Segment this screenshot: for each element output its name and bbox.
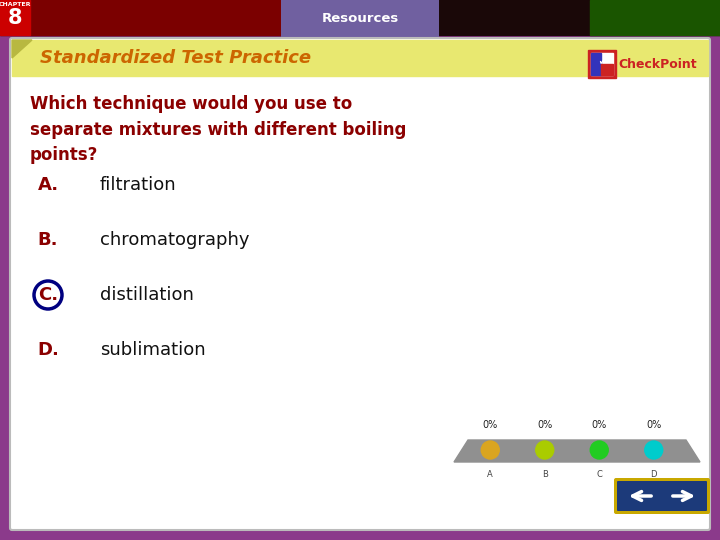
Circle shape [590,441,608,459]
Text: CheckPoint: CheckPoint [618,57,697,71]
Circle shape [536,441,554,459]
Bar [30,0,350,35]
Text: Which technique would you use to
separate mixtures with different boiling
points: Which technique would you use to separat… [30,95,406,164]
Text: C.: C. [38,286,58,304]
Circle shape [644,441,662,459]
FancyBboxPatch shape [614,478,710,514]
Circle shape [481,441,499,459]
Polygon shape [454,440,700,462]
Text: 0%: 0% [482,420,498,430]
Text: A: A [487,470,493,479]
Bar [591,53,613,75]
Text: 0%: 0% [646,420,662,430]
Text: CHAPTER: CHAPTER [0,2,31,7]
Text: 0%: 0% [537,420,552,430]
Bar [588,50,616,78]
Polygon shape [12,40,32,58]
Bar [0,0,720,35]
Text: D.: D. [37,341,59,359]
Bar [601,64,613,75]
Text: C: C [596,470,602,479]
Text: Resources: Resources [321,11,399,24]
Bar [12,40,708,76]
Text: sublimation: sublimation [100,341,206,359]
FancyBboxPatch shape [281,0,439,46]
Bar [590,0,720,35]
Text: B: B [542,470,548,479]
Text: chromatography: chromatography [100,231,250,249]
Text: B.: B. [37,231,58,249]
Text: filtration: filtration [100,176,176,194]
Bar [591,53,601,75]
FancyBboxPatch shape [617,481,707,511]
Text: ✓: ✓ [597,56,607,69]
FancyBboxPatch shape [6,38,714,534]
Text: D: D [650,470,657,479]
FancyBboxPatch shape [10,38,710,530]
Text: Standardized Test Practice: Standardized Test Practice [40,49,311,67]
Text: distillation: distillation [100,286,194,304]
Text: 8: 8 [8,8,22,28]
Text: A.: A. [37,176,58,194]
Text: 0%: 0% [592,420,607,430]
Bar [0,0,30,35]
